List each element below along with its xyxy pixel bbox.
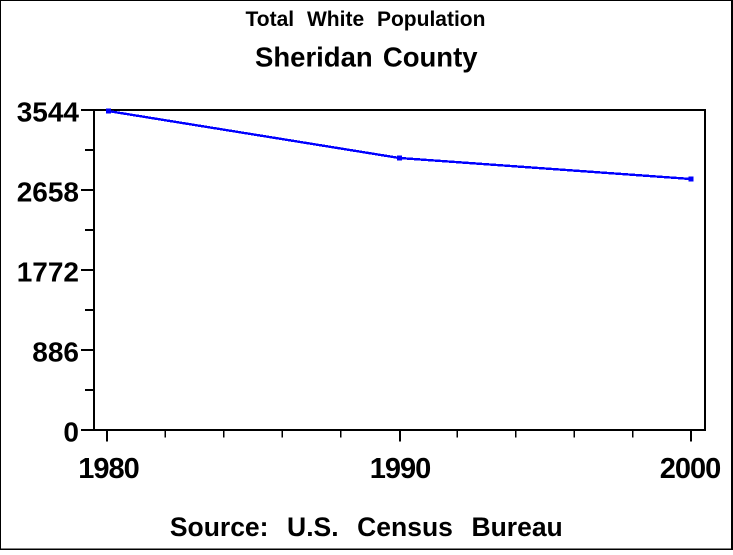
svg-text:Sheridan County: Sheridan County bbox=[255, 42, 478, 73]
svg-text:1980: 1980 bbox=[78, 453, 139, 485]
svg-text:Total White Population: Total White Population bbox=[246, 8, 486, 31]
svg-text:886: 886 bbox=[32, 337, 79, 368]
svg-text:3544: 3544 bbox=[17, 97, 80, 128]
svg-text:2000: 2000 bbox=[660, 453, 721, 485]
svg-text:Source: U.S. Census Bureau: Source: U.S. Census Bureau bbox=[170, 512, 563, 542]
svg-text:1772: 1772 bbox=[17, 257, 79, 288]
svg-text:2658: 2658 bbox=[17, 177, 79, 208]
svg-text:1990: 1990 bbox=[370, 453, 431, 485]
svg-text:0: 0 bbox=[63, 417, 79, 448]
